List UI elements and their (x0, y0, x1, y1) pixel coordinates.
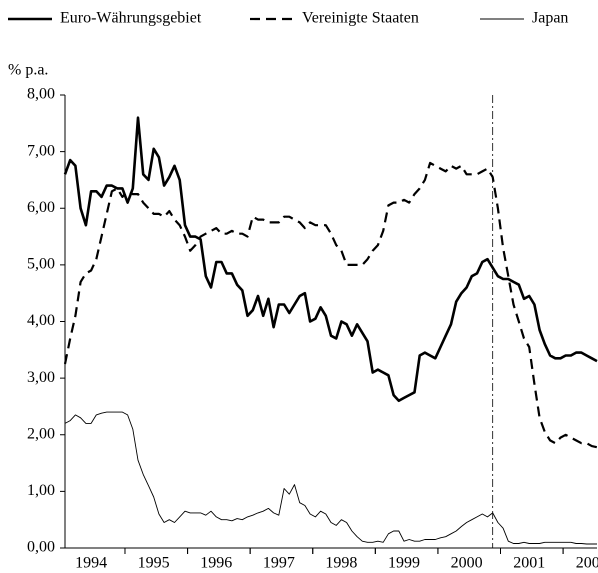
x-tick-label: 1999 (388, 555, 420, 572)
x-tick-label: 2000 (451, 555, 483, 572)
y-tick-label: 2,00 (27, 425, 55, 442)
x-tick-label: 1994 (75, 555, 107, 572)
x-tick-label: 2002 (576, 555, 598, 572)
x-tick-label: 1998 (325, 555, 357, 572)
legend-label: Vereinigte Staaten (302, 10, 419, 27)
y-tick-label: 5,00 (27, 256, 55, 273)
y-axis-label: % p.a. (8, 62, 48, 79)
y-tick-label: 7,00 (27, 142, 55, 159)
y-tick-label: 8,00 (27, 86, 55, 103)
y-tick-label: 6,00 (27, 199, 55, 216)
legend-label: Euro-Währungsgebiet (60, 10, 202, 27)
x-tick-label: 1997 (263, 555, 295, 572)
x-tick-label: 1996 (200, 555, 232, 572)
y-tick-label: 1,00 (27, 482, 55, 499)
y-tick-label: 4,00 (27, 312, 55, 329)
y-tick-label: 3,00 (27, 369, 55, 386)
y-tick-label: 0,00 (27, 539, 55, 556)
legend-label: Japan (532, 10, 568, 27)
x-tick-label: 2001 (513, 555, 545, 572)
series-line (63, 116, 598, 403)
series-line (63, 161, 598, 449)
series-line (64, 411, 597, 545)
x-tick-label: 1995 (138, 555, 170, 572)
